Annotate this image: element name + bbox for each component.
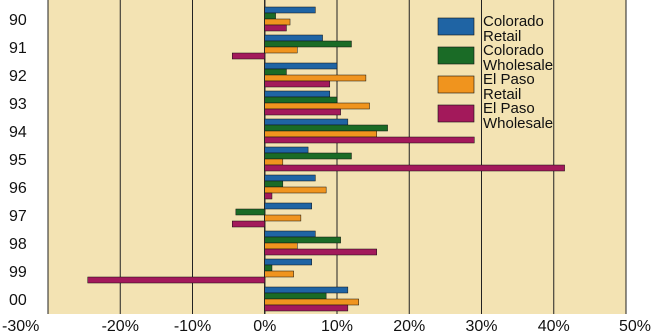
bar [264, 230, 316, 238]
y-tick-label: 90 [9, 12, 27, 29]
legend-label: Retail [483, 86, 521, 103]
y-tick-label: 92 [9, 68, 27, 85]
bar [264, 46, 298, 54]
legend-label: El Paso [483, 100, 535, 117]
bar [264, 180, 284, 188]
bar [264, 146, 309, 154]
bar [264, 6, 316, 14]
bar [264, 96, 338, 104]
bar [264, 34, 323, 42]
bar [264, 242, 298, 250]
y-tick-labels: 90 91 92 93 94 95 96 97 98 99 00 [9, 12, 27, 309]
bar [264, 186, 327, 194]
y-tick-label: 93 [9, 96, 27, 113]
bar [264, 62, 338, 70]
x-tick-label: 0% [253, 318, 276, 333]
bar [264, 174, 316, 182]
bar [264, 90, 331, 98]
bar [264, 152, 352, 160]
bar [264, 270, 294, 278]
bars-group [87, 6, 565, 312]
bar [264, 40, 352, 48]
bar [87, 276, 265, 284]
y-tick-label: 96 [9, 180, 27, 197]
x-tick-label: -20% [102, 318, 139, 333]
bar [264, 292, 327, 300]
bar [264, 192, 273, 200]
x-tick-labels: -30% -20% -10% 0% 10% 20% 30% 40% 50% [2, 318, 651, 333]
bar [264, 74, 367, 82]
x-tick-label: -30% [2, 318, 39, 333]
legend-label: El Paso [483, 71, 535, 88]
y-tick-label: 99 [9, 264, 27, 281]
legend-swatch [437, 104, 475, 123]
y-tick-label: 95 [9, 152, 27, 169]
bar [264, 214, 302, 222]
x-tick-label: 30% [465, 318, 497, 333]
bar [264, 118, 349, 126]
bar [264, 80, 331, 88]
legend-swatch [437, 17, 475, 36]
bar [264, 258, 312, 266]
bar [264, 202, 312, 210]
legend-label: Colorado [483, 42, 544, 59]
bar [264, 136, 475, 144]
y-tick-label: 00 [9, 292, 27, 309]
bar [231, 220, 266, 228]
x-tick-label: -10% [174, 318, 211, 333]
bar [235, 208, 266, 216]
legend-label: Wholesale [483, 57, 553, 74]
bar [264, 102, 370, 110]
legend-swatch [437, 75, 475, 94]
y-tick-label: 91 [9, 40, 27, 57]
x-tick-label: 10% [321, 318, 353, 333]
bar [264, 68, 287, 76]
x-tick-label: 20% [393, 318, 425, 333]
x-tick-label: 50% [619, 318, 651, 333]
bar [264, 24, 287, 32]
bar [264, 130, 377, 138]
bar [264, 108, 341, 116]
legend-label: Retail [483, 28, 521, 45]
bar [264, 264, 273, 272]
legend-swatch [437, 46, 475, 65]
x-tick-label: 40% [538, 318, 570, 333]
bar [264, 124, 388, 132]
legend-label: Wholesale [483, 115, 553, 132]
y-tick-label: 97 [9, 208, 27, 225]
legend-label: Colorado [483, 13, 544, 30]
bar [264, 12, 276, 20]
bar [264, 236, 341, 244]
y-tick-label: 98 [9, 236, 27, 253]
bar [264, 164, 565, 172]
bar [264, 286, 349, 294]
y-tick-label: 94 [9, 124, 27, 141]
bar [264, 158, 284, 166]
bar [264, 18, 291, 26]
bar [264, 298, 359, 306]
bar [231, 52, 266, 60]
bar [264, 304, 349, 312]
bar [264, 248, 377, 256]
